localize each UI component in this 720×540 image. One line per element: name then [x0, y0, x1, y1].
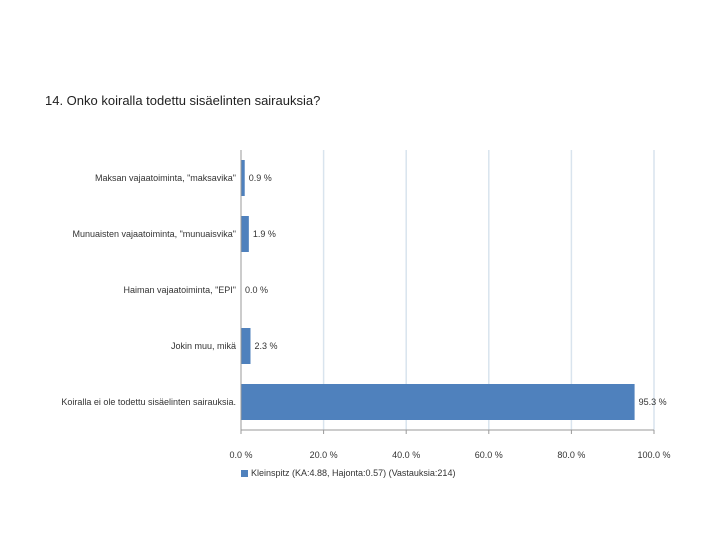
category-label: Munuaisten vajaatoiminta, "munuaisvika" [73, 229, 236, 239]
question-title: 14. Onko koiralla todettu sisäelinten sa… [45, 93, 321, 108]
category-label: Maksan vajaatoiminta, "maksavika" [95, 173, 236, 183]
data-label: 2.3 % [254, 341, 277, 351]
legend-label: Kleinspitz (KA:4.88, Hajonta:0.57) (Vast… [251, 468, 456, 478]
data-label: 1.9 % [253, 229, 276, 239]
x-tick-label: 20.0 % [310, 450, 338, 460]
category-label: Koiralla ei ole todettu sisäelinten sair… [61, 397, 236, 407]
data-label: 95.3 % [639, 397, 667, 407]
legend-swatch [241, 469, 248, 477]
x-tick-label: 80.0 % [557, 450, 585, 460]
bar [241, 216, 249, 252]
bar [241, 384, 635, 420]
bars [241, 160, 635, 420]
x-tick-label: 0.0 % [229, 450, 252, 460]
gridlines [322, 150, 655, 430]
legend: Kleinspitz (KA:4.88, Hajonta:0.57) (Vast… [241, 468, 455, 478]
data-label: 0.0 % [245, 285, 268, 295]
bar [241, 160, 245, 196]
labels: 0.0 % 20.0 % 40.0 % 60.0 % 80.0 % 100.0 % Maks… [61, 173, 670, 460]
category-label: Haiman vajaatoiminta, "EPI" [124, 285, 236, 295]
category-label: Jokin muu, mikä [171, 341, 236, 351]
data-label: 0.9 % [249, 173, 272, 183]
x-tick-label: 60.0 % [475, 450, 503, 460]
x-tick-label: 100.0 % [637, 450, 670, 460]
bar [241, 328, 251, 364]
axes [240, 150, 655, 434]
x-tick-label: 40.0 % [392, 450, 420, 460]
